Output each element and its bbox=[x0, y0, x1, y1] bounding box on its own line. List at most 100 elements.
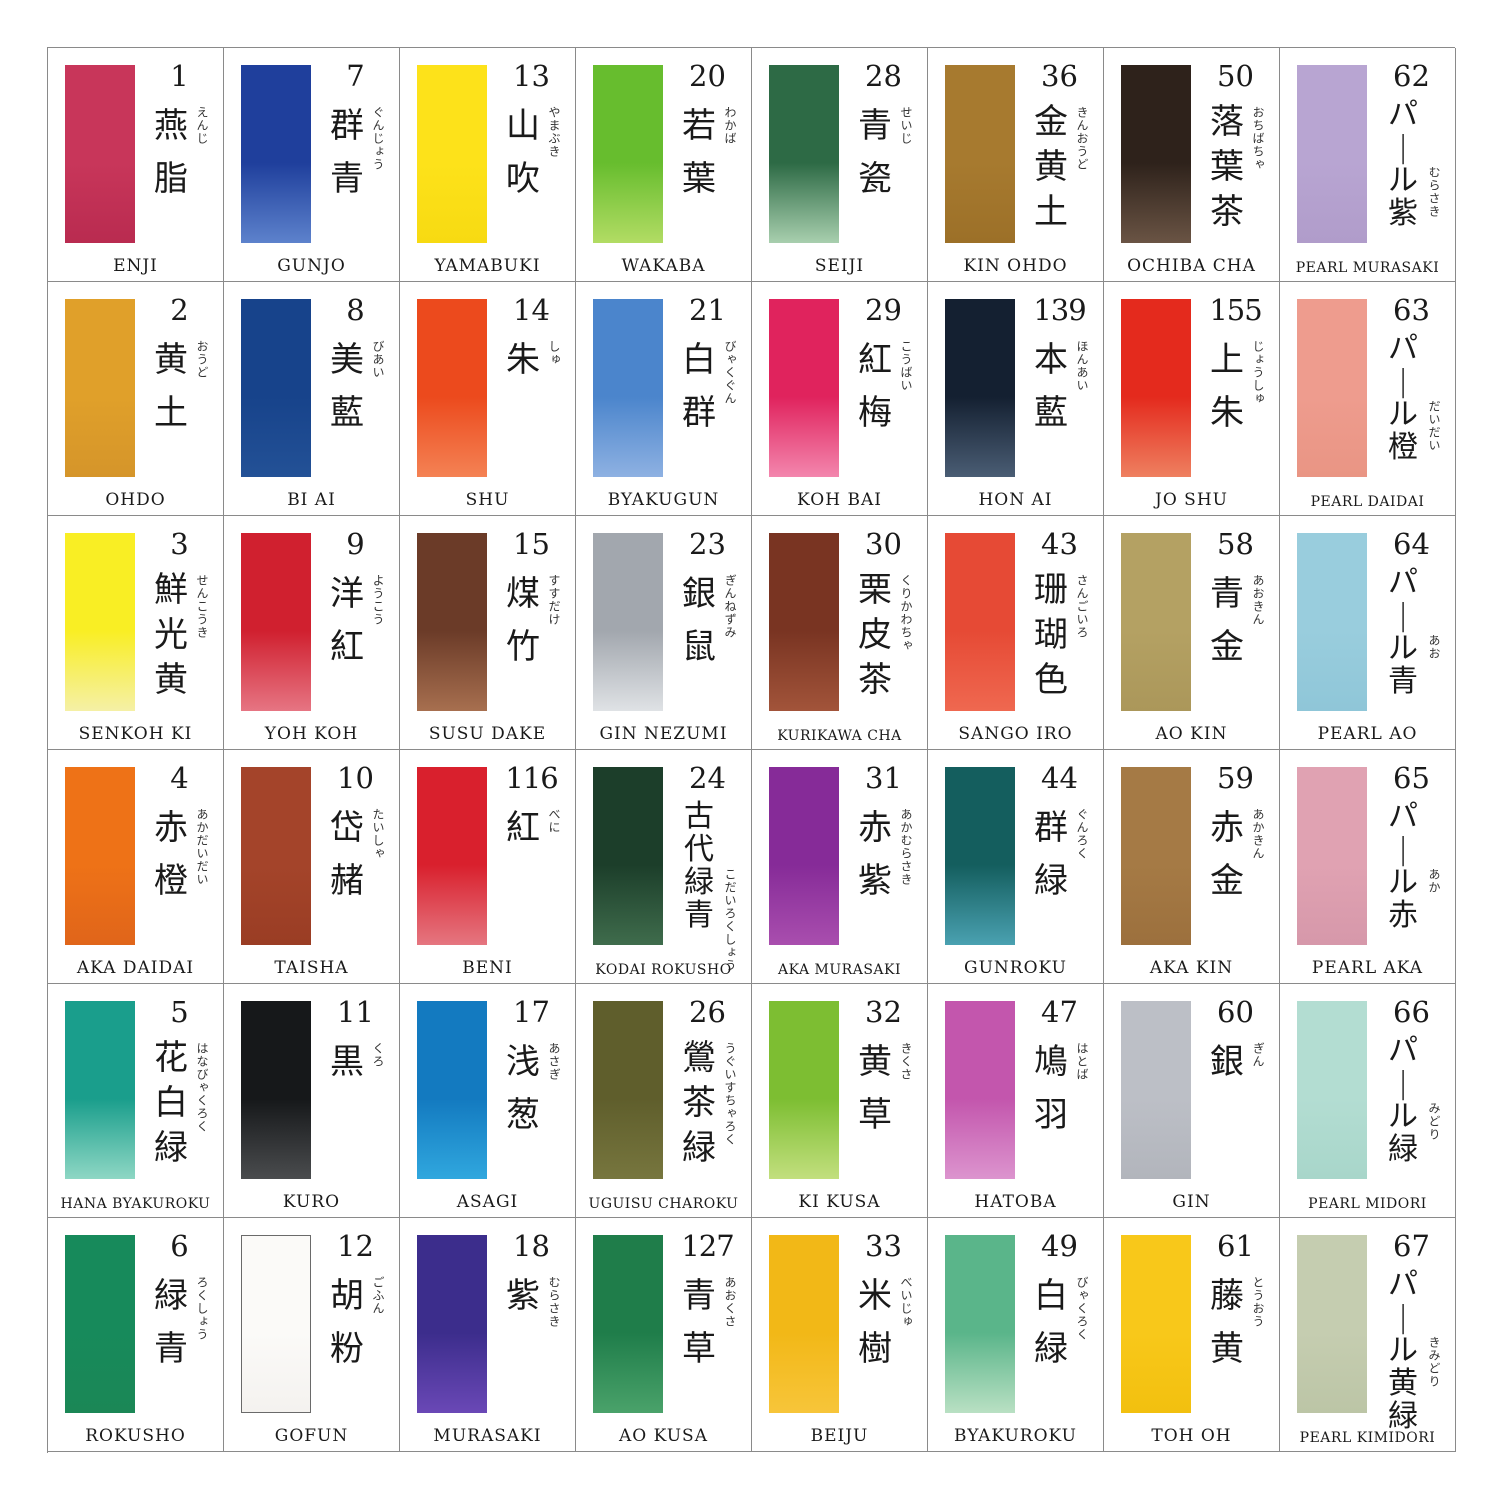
color-name-japanese: パール黄緑パ|ル黄緑 bbox=[1380, 1268, 1426, 1433]
color-name-romaji: KI KUSA bbox=[798, 1192, 881, 1212]
color-swatch bbox=[241, 533, 311, 711]
color-name-romaji: WAKABA bbox=[621, 256, 706, 276]
color-number: 58 bbox=[1217, 527, 1254, 561]
kanji-character: 洋 bbox=[330, 574, 364, 614]
color-name-romaji: BENI bbox=[462, 958, 513, 978]
swatch-cell: 33 米樹米樹べいじゅ BEIJU bbox=[752, 1218, 928, 1452]
color-name-romaji: OCHIBA CHA bbox=[1127, 256, 1256, 276]
swatch-cell: 15 煤竹煤竹すすだけ SUSU DAKE bbox=[400, 516, 576, 750]
color-name-romaji: PEARL MIDORI bbox=[1308, 1196, 1427, 1212]
color-name-japanese: 米樹米樹 bbox=[852, 1270, 898, 1376]
kanji-character: 青 bbox=[1210, 574, 1244, 614]
color-name-reading: ぐんろく bbox=[1075, 808, 1089, 860]
color-number: 64 bbox=[1393, 527, 1430, 561]
color-name-romaji: JO SHU bbox=[1155, 490, 1228, 510]
kanji-character: 吹 bbox=[506, 159, 540, 199]
color-name-reading: せいじ bbox=[899, 106, 913, 145]
kanji-character: 青 bbox=[330, 159, 364, 199]
color-number: 49 bbox=[1041, 1229, 1078, 1263]
swatch-cell: 127 青草青草あおくさ AO KUSA bbox=[576, 1218, 752, 1452]
kanji-character: パ bbox=[1388, 565, 1418, 600]
color-swatch bbox=[241, 1001, 311, 1179]
kanji-character: 橙 bbox=[154, 861, 188, 901]
color-number: 23 bbox=[689, 527, 726, 561]
color-number: 18 bbox=[513, 1229, 550, 1263]
kanji-character: | bbox=[1397, 1300, 1409, 1335]
kanji-character: 青 bbox=[684, 898, 714, 933]
color-name-reading: あさぎ bbox=[547, 1042, 561, 1081]
color-name-romaji: BYAKUGUN bbox=[607, 490, 720, 510]
kanji-character: 梅 bbox=[858, 393, 892, 433]
color-swatch bbox=[417, 65, 487, 243]
color-name-reading: さんごいろ bbox=[1075, 574, 1089, 639]
color-name-reading: むらさき bbox=[547, 1276, 561, 1328]
color-name-romaji: AKA KIN bbox=[1149, 958, 1234, 978]
swatch-cell: 6 緑青緑青ろくしょう ROKUSHO bbox=[48, 1218, 224, 1452]
color-swatch bbox=[1121, 65, 1191, 243]
color-name-japanese: 山吹山吹 bbox=[500, 100, 546, 206]
kanji-character: 本 bbox=[1034, 340, 1068, 380]
color-swatch bbox=[593, 1235, 663, 1413]
color-name-reading: やまぶき bbox=[547, 106, 561, 158]
color-name-japanese: 赤橙赤橙 bbox=[148, 802, 194, 908]
color-name-reading: みどり bbox=[1427, 1102, 1441, 1141]
color-name-romaji: OHDO bbox=[105, 490, 166, 510]
kanji-character: 藍 bbox=[1034, 393, 1068, 433]
color-name-romaji: YOH KOH bbox=[264, 724, 359, 744]
color-swatch bbox=[65, 1001, 135, 1179]
kanji-character: 燕 bbox=[154, 106, 188, 146]
color-name-romaji: AO KUSA bbox=[619, 1426, 708, 1446]
color-name-japanese: 古代緑青古代緑青 bbox=[676, 800, 722, 932]
kanji-character: 皮 bbox=[858, 615, 892, 655]
color-name-romaji: HON AI bbox=[978, 490, 1053, 510]
color-number: 26 bbox=[689, 995, 726, 1029]
color-number: 30 bbox=[865, 527, 902, 561]
kanji-character: 上 bbox=[1210, 340, 1244, 380]
color-name-romaji: AKA DAIDAI bbox=[76, 958, 195, 978]
kanji-character: 紅 bbox=[506, 808, 540, 848]
color-swatch bbox=[1121, 299, 1191, 477]
color-swatch bbox=[1297, 1235, 1367, 1413]
color-name-romaji: GIN NEZUMI bbox=[599, 724, 728, 744]
swatch-cell: 21 白群白群びゃくぐん BYAKUGUN bbox=[576, 282, 752, 516]
kanji-character: 紅 bbox=[330, 627, 364, 667]
kanji-character: パ bbox=[1388, 1033, 1418, 1068]
kanji-character: 黄 bbox=[154, 340, 188, 380]
color-name-japanese: パール赤パ|ル赤 bbox=[1380, 800, 1426, 932]
color-swatch bbox=[769, 65, 839, 243]
color-name-japanese: 花白緑花白緑 bbox=[148, 1036, 194, 1171]
kanji-character: 白 bbox=[682, 340, 716, 380]
color-number: 24 bbox=[689, 761, 726, 795]
color-name-reading: あおくさ bbox=[723, 1276, 737, 1328]
kanji-character: 光 bbox=[154, 615, 188, 655]
kanji-character: 群 bbox=[682, 393, 716, 433]
color-swatch bbox=[1121, 1235, 1191, 1413]
swatch-cell: 47 鳩羽鳩羽はとば HATOBA bbox=[928, 984, 1104, 1218]
color-number: 13 bbox=[513, 59, 550, 93]
color-number: 6 bbox=[170, 1229, 189, 1263]
color-name-japanese: 燕脂燕脂 bbox=[148, 100, 194, 206]
color-name-japanese: パール橙パ|ル橙 bbox=[1380, 332, 1426, 464]
kanji-character: | bbox=[1397, 598, 1409, 633]
color-name-romaji: GUNJO bbox=[277, 256, 346, 276]
kanji-character: ル bbox=[1388, 1099, 1418, 1134]
swatch-cell: 59 赤金赤金あかきん AKA KIN bbox=[1104, 750, 1280, 984]
color-swatch bbox=[945, 65, 1015, 243]
kanji-character: ル bbox=[1388, 163, 1418, 198]
color-number: 4 bbox=[170, 761, 189, 795]
color-name-romaji: BI AI bbox=[287, 490, 336, 510]
color-name-romaji: ASAGI bbox=[456, 1192, 519, 1212]
color-name-reading: べいじゅ bbox=[899, 1276, 913, 1328]
kanji-character: 茶 bbox=[858, 660, 892, 700]
kanji-character: 米 bbox=[858, 1276, 892, 1316]
color-name-romaji: PEARL AO bbox=[1317, 724, 1418, 744]
color-name-japanese: 黒黒 bbox=[324, 1036, 370, 1089]
color-name-japanese: 鶯茶緑鶯茶緑 bbox=[676, 1036, 722, 1171]
color-name-reading: むらさき bbox=[1427, 166, 1441, 218]
kanji-character: パ bbox=[1388, 799, 1418, 834]
color-number: 31 bbox=[865, 761, 902, 795]
swatch-cell: 12 胡粉胡粉ごふん GOFUN bbox=[224, 1218, 400, 1452]
color-swatch bbox=[769, 1001, 839, 1179]
color-name-japanese: 藤黄藤黄 bbox=[1204, 1270, 1250, 1376]
